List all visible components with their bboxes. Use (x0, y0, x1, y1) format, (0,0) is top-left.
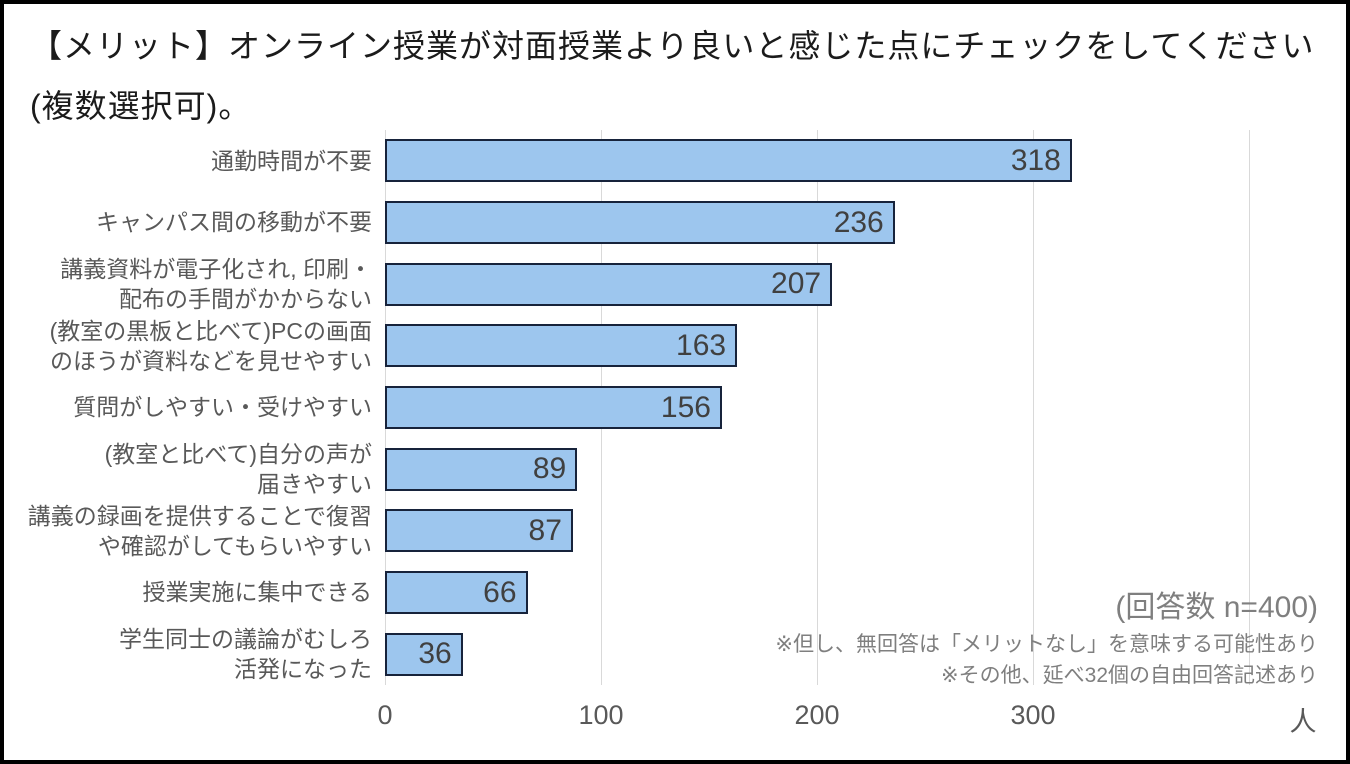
bar-2: 207 (385, 262, 833, 306)
gridline-200 (817, 130, 818, 685)
chart-title-line1: 【メリット】オンライン授業が対面授業より良いと感じた点にチェックをしてください (30, 28, 1315, 64)
category-axis-labels: 通勤時間が不要キャンパス間の移動が不要講義資料が電子化され, 印刷・ 配布の手間が… (18, 130, 372, 685)
bar-8: 36 (385, 632, 463, 676)
category-label-0: 通勤時間が不要 (211, 147, 372, 174)
bar-value-label: 207 (771, 267, 822, 301)
gridline-400 (1249, 130, 1250, 685)
category-label-7: 授業実施に集中できる (142, 579, 372, 606)
bar-value-label: 318 (1010, 143, 1061, 177)
category-label-4: 質問がしやすい・受けやすい (73, 394, 372, 421)
bar-value-label: 156 (660, 390, 711, 424)
x-tick-label-100: 100 (578, 700, 624, 730)
bar-7: 66 (385, 571, 528, 614)
bar-0: 318 (385, 139, 1072, 183)
footnote-free-answers: ※その他、延べ32個の自由回答記述あり (941, 664, 1318, 687)
response-count-annotation: (回答数 n=400) (1115, 591, 1318, 624)
chart-title: 【メリット】オンライン授業が対面授業より良いと感じた点にチェックをしてください … (30, 16, 1330, 136)
category-label-8: 学生同士の議論がむしろ 活発になった (119, 626, 372, 683)
x-tick-label-300: 300 (1010, 700, 1056, 730)
bar-1: 236 (385, 201, 895, 244)
category-label-6: 講義の録画を提供することで復習 や確認がしてもらいやすい (27, 502, 372, 559)
bar-4: 156 (385, 386, 722, 429)
category-label-2: 講義資料が電子化され, 印刷・ 配布の手間がかからない (60, 256, 372, 313)
x-axis-unit-label: 人 (1289, 707, 1317, 737)
footnote-no-answer: ※但し、無回答は「メリットなし」を意味する可能性あり (775, 633, 1318, 656)
bar-value-label: 36 (418, 637, 452, 671)
bar-value-label: 66 (483, 575, 517, 609)
bar-value-label: 87 (528, 513, 562, 547)
chart-title-line2: (複数選択可)。 (30, 88, 252, 124)
bar-3: 163 (385, 324, 738, 368)
bar-value-label: 163 (676, 328, 727, 362)
bar-value-label: 236 (833, 205, 884, 239)
category-label-1: キャンパス間の移動が不要 (96, 209, 372, 236)
category-label-5: (教室と比べて)自分の声が 届きやすい (104, 441, 372, 498)
x-tick-label-200: 200 (794, 700, 840, 730)
bar-value-label: 89 (532, 452, 567, 486)
plot-area: 318 236 207 163 156 89 87 66 36 (385, 130, 1250, 685)
category-label-3: (教室の黒板と比べて)PCの画面 のほうが資料などを見せやすい (49, 317, 372, 374)
gridline-300 (1033, 130, 1034, 685)
bar-5: 89 (385, 447, 578, 491)
x-tick-label-0: 0 (377, 700, 393, 730)
x-axis: 0 100 200 300 人 (377, 700, 1316, 740)
bar-6: 87 (385, 509, 573, 553)
